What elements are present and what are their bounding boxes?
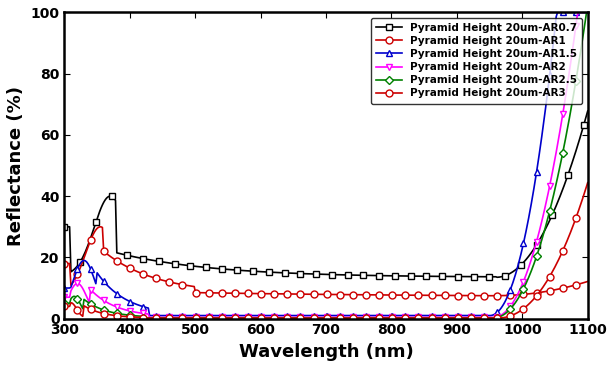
Pyramid Height 20um-AR1 <box>233 291 240 296</box>
Pyramid Height 20um-AR1.5 <box>440 314 447 318</box>
Line: Pyramid Height 20um-AR1: Pyramid Height 20um-AR1 <box>61 223 591 299</box>
Pyramid Height 20um-AR3 <box>442 316 449 321</box>
Pyramid Height 20um-AR0.7 <box>494 275 501 279</box>
Pyramid Height 20um-AR2.5 <box>123 313 131 317</box>
Pyramid Height 20um-AR2.5 <box>440 316 447 320</box>
Pyramid Height 20um-AR2.5 <box>269 316 276 320</box>
Pyramid Height 20um-AR2 <box>575 10 582 15</box>
Pyramid Height 20um-AR2 <box>584 10 591 15</box>
Pyramid Height 20um-AR2 <box>440 315 447 320</box>
Pyramid Height 20um-AR1 <box>442 293 449 298</box>
Pyramid Height 20um-AR1 <box>492 294 500 298</box>
Pyramid Height 20um-AR0.7 <box>438 274 446 279</box>
Pyramid Height 20um-AR1 <box>269 291 276 296</box>
Pyramid Height 20um-AR2 <box>61 295 68 300</box>
Pyramid Height 20um-AR2 <box>442 315 449 320</box>
Pyramid Height 20um-AR2 <box>269 315 276 320</box>
Pyramid Height 20um-AR2.5 <box>61 301 68 305</box>
Pyramid Height 20um-AR1.5 <box>146 314 154 318</box>
Pyramid Height 20um-AR1 <box>125 265 132 270</box>
Pyramid Height 20um-AR3 <box>584 180 591 185</box>
Pyramid Height 20um-AR3 <box>139 316 147 321</box>
Pyramid Height 20um-AR3 <box>61 304 68 309</box>
Pyramid Height 20um-AR2 <box>233 315 240 320</box>
Line: Pyramid Height 20um-AR2.5: Pyramid Height 20um-AR2.5 <box>61 10 591 321</box>
Pyramid Height 20um-AR0.7 <box>123 253 131 258</box>
Pyramid Height 20um-AR1.5 <box>391 314 398 318</box>
Pyramid Height 20um-AR1 <box>440 293 447 298</box>
Pyramid Height 20um-AR3 <box>233 316 240 321</box>
Pyramid Height 20um-AR3 <box>440 316 447 321</box>
Pyramid Height 20um-AR2 <box>391 315 398 320</box>
Pyramid Height 20um-AR3 <box>391 316 398 321</box>
Pyramid Height 20um-AR3 <box>123 315 131 319</box>
Pyramid Height 20um-AR2 <box>146 315 154 320</box>
X-axis label: Wavelength (nm): Wavelength (nm) <box>239 343 413 361</box>
Pyramid Height 20um-AR1.5 <box>442 314 449 318</box>
Pyramid Height 20um-AR1.5 <box>554 10 561 15</box>
Pyramid Height 20um-AR1.5 <box>61 286 68 290</box>
Pyramid Height 20um-AR1.5 <box>123 298 131 302</box>
Pyramid Height 20um-AR1 <box>61 261 68 266</box>
Pyramid Height 20um-AR1 <box>96 224 103 229</box>
Pyramid Height 20um-AR2.5 <box>391 316 398 320</box>
Line: Pyramid Height 20um-AR1.5: Pyramid Height 20um-AR1.5 <box>61 9 591 319</box>
Y-axis label: Reflectance (%): Reflectance (%) <box>7 85 25 245</box>
Pyramid Height 20um-AR2.5 <box>233 316 240 320</box>
Pyramid Height 20um-AR0.7 <box>231 268 239 272</box>
Pyramid Height 20um-AR1 <box>584 279 591 284</box>
Legend: Pyramid Height 20um-AR0.7, Pyramid Height 20um-AR1, Pyramid Height 20um-AR1.5, P: Pyramid Height 20um-AR0.7, Pyramid Heigh… <box>371 18 583 104</box>
Pyramid Height 20um-AR2.5 <box>442 316 449 320</box>
Line: Pyramid Height 20um-AR0.7: Pyramid Height 20um-AR0.7 <box>61 108 591 280</box>
Pyramid Height 20um-AR0.7 <box>61 224 68 229</box>
Pyramid Height 20um-AR0.7 <box>584 109 591 113</box>
Pyramid Height 20um-AR0.7 <box>268 270 275 275</box>
Pyramid Height 20um-AR0.7 <box>441 274 448 279</box>
Pyramid Height 20um-AR1.5 <box>584 10 591 15</box>
Line: Pyramid Height 20um-AR2: Pyramid Height 20um-AR2 <box>61 9 591 321</box>
Pyramid Height 20um-AR1.5 <box>233 314 240 318</box>
Pyramid Height 20um-AR1.5 <box>269 314 276 318</box>
Pyramid Height 20um-AR2.5 <box>584 10 591 15</box>
Pyramid Height 20um-AR2.5 <box>139 316 147 320</box>
Pyramid Height 20um-AR0.7 <box>390 274 397 278</box>
Pyramid Height 20um-AR1 <box>391 293 398 297</box>
Line: Pyramid Height 20um-AR3: Pyramid Height 20um-AR3 <box>61 179 591 322</box>
Pyramid Height 20um-AR2 <box>123 308 131 312</box>
Pyramid Height 20um-AR3 <box>269 316 276 321</box>
